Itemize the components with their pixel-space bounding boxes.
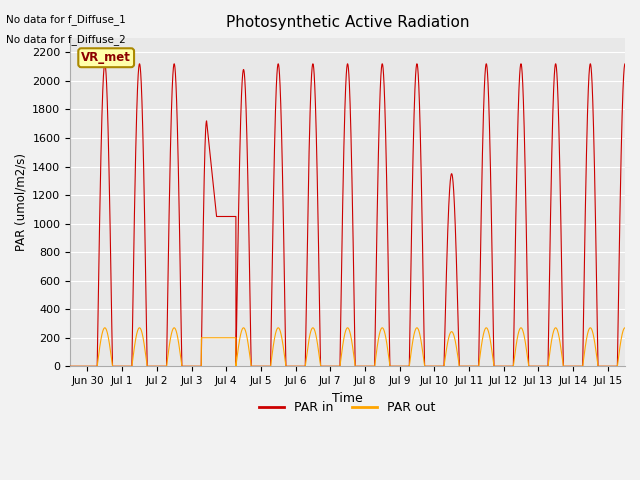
Text: VR_met: VR_met — [81, 51, 131, 64]
Y-axis label: PAR (umol/m2/s): PAR (umol/m2/s) — [15, 153, 28, 251]
Legend: PAR in, PAR out: PAR in, PAR out — [254, 396, 441, 419]
Text: No data for f_Diffuse_1: No data for f_Diffuse_1 — [6, 14, 126, 25]
Title: Photosynthetic Active Radiation: Photosynthetic Active Radiation — [226, 15, 469, 30]
X-axis label: Time: Time — [332, 392, 363, 405]
Text: No data for f_Diffuse_2: No data for f_Diffuse_2 — [6, 34, 126, 45]
